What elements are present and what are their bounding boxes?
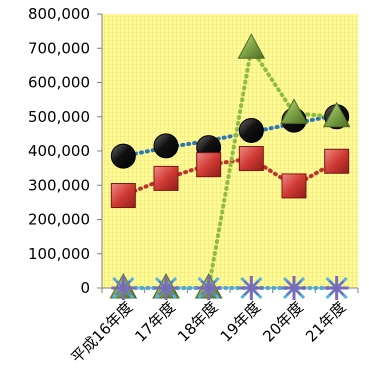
star-marker xyxy=(111,276,136,300)
circle-marker xyxy=(110,143,136,169)
y-tick-label: 700,000 xyxy=(28,39,90,57)
star-marker xyxy=(154,276,178,300)
x-category-label: 18年度 xyxy=(174,298,221,345)
star-stroke xyxy=(243,280,260,296)
y-tick-label: 0 xyxy=(80,279,90,297)
square-marker xyxy=(153,165,179,191)
y-tick-label: 100,000 xyxy=(28,245,90,263)
x-category-label: 21年度 xyxy=(302,298,349,345)
square-marker xyxy=(238,146,264,172)
x-category-label: 20年度 xyxy=(259,298,306,345)
star-marker xyxy=(196,276,221,300)
star-marker xyxy=(239,276,264,300)
y-tick-label: 300,000 xyxy=(28,176,90,194)
star-stroke xyxy=(158,280,174,296)
triangle-marker xyxy=(280,98,308,124)
square-marker xyxy=(324,148,350,174)
series-markers xyxy=(109,33,351,300)
star-stroke xyxy=(200,280,217,296)
y-tick-label: 500,000 xyxy=(28,108,90,126)
triangle-marker xyxy=(322,101,351,128)
y-tick-label: 600,000 xyxy=(28,74,90,92)
square-marker xyxy=(110,183,136,209)
y-axis: 0 100,000 200,000 300,000 400,000 500,000 600,… xyxy=(28,5,103,297)
star-stroke xyxy=(286,280,302,296)
x-category-label: 17年度 xyxy=(131,298,178,345)
triangle-marker xyxy=(237,33,266,59)
x-category-label: 19年度 xyxy=(217,298,264,345)
square-marker xyxy=(281,173,307,199)
star-stroke xyxy=(115,280,132,296)
y-tick-label: 400,000 xyxy=(28,142,90,160)
plot-area xyxy=(102,14,358,288)
circle-marker xyxy=(153,133,179,159)
circle-marker xyxy=(238,117,264,143)
star-stroke xyxy=(328,280,345,296)
square-marker xyxy=(196,152,222,178)
star-marker xyxy=(282,276,306,300)
star-marker xyxy=(324,276,349,300)
x-category-label: 平成16年度 xyxy=(68,298,137,367)
y-tick-label: 800,000 xyxy=(28,5,90,23)
y-tick-label: 200,000 xyxy=(28,211,90,229)
